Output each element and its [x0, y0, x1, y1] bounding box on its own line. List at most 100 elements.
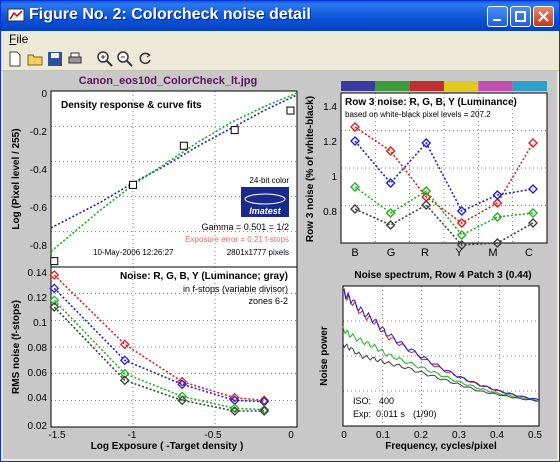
iso-label: ISO:	[353, 396, 371, 406]
pixels-label: 2801x1777 pixels	[227, 248, 289, 257]
iso-value: 400	[379, 396, 394, 406]
row3-data-point	[492, 212, 503, 222]
row3-xtick: Y	[455, 247, 463, 259]
density-ytick: -0.2	[30, 127, 48, 138]
menu-bar: File	[1, 31, 559, 48]
noise-series-line	[53, 274, 265, 402]
spectrum-series-line	[342, 343, 540, 402]
density-ytick: -0.8	[30, 241, 48, 252]
noise-ytick: 0.12	[28, 293, 48, 304]
close-icon	[538, 11, 549, 22]
window-title: Figure No. 2: Colorcheck noise detail	[29, 6, 311, 23]
spectrum-xtick: 0.1	[376, 430, 390, 441]
noise-xtick: -1.5	[48, 430, 66, 441]
bitdepth-label: 24-bit color	[249, 176, 289, 185]
noise-data-point	[229, 392, 240, 403]
row3-data-point	[528, 208, 538, 218]
row3-ytick: 1.4	[323, 102, 337, 113]
zoom-in-icon[interactable]	[96, 50, 114, 68]
maximize-button[interactable]	[510, 6, 531, 27]
minimize-button[interactable]	[487, 6, 508, 27]
density-data-point	[286, 106, 295, 115]
density-data-point	[179, 141, 188, 150]
print-icon[interactable]	[66, 50, 84, 68]
row3-data-point	[350, 136, 360, 146]
exp-fraction: (1/90)	[413, 409, 437, 419]
spectrum-xlabel: Frequency, cycles/pixel	[385, 441, 497, 452]
row3-ytick: 1	[331, 172, 337, 183]
row3-data-point	[528, 138, 538, 148]
file-title: Canon_eos10d_ColorCheck_lt.jpg	[79, 75, 258, 87]
title-bar[interactable]: Figure No. 2: Colorcheck noise detail	[1, 1, 559, 31]
row3-data-point	[421, 138, 432, 148]
row3-ytick: 1.2	[323, 137, 337, 148]
spectrum-ylabel: Noise power	[319, 326, 330, 386]
exp-value: 0.011 s	[376, 409, 405, 419]
noise-data-point	[259, 406, 270, 416]
exp-label: Exp:	[353, 409, 371, 419]
row3-data-point	[456, 240, 467, 250]
color-swatch	[444, 81, 479, 91]
row3-xtick: R	[421, 247, 429, 259]
row3-xtick: G	[387, 247, 396, 259]
noise-data-point	[119, 355, 130, 366]
imatest-logo: Imatest	[241, 187, 289, 217]
color-swatch	[512, 81, 547, 91]
row3-subtitle: based on white-black pixel levels = 207.…	[345, 110, 491, 119]
noise-subtitle1: in f-stops (variable divisor)	[183, 284, 288, 294]
noise-data-point	[49, 270, 60, 280]
density-ytick: -0.6	[30, 203, 48, 214]
close-button[interactable]	[533, 6, 554, 27]
noise-ytick: 0.02	[28, 421, 48, 432]
density-chart: Density response & curve fits Log (Pixel…	[11, 89, 298, 268]
color-swatch	[375, 81, 410, 91]
row3-data-point	[492, 198, 503, 208]
noise-data-point	[229, 403, 240, 414]
spectrum-xtick: 0	[341, 430, 347, 441]
menu-file[interactable]: File	[9, 32, 29, 46]
noise-xtick: -1	[128, 430, 137, 441]
spectrum-chart: Noise spectrum, Row 4 Patch 3 (0.44) Noi…	[319, 270, 542, 452]
noise-ytick: 0.14	[28, 268, 48, 279]
density-ytick: -0.4	[30, 165, 48, 176]
row3-data-point	[385, 208, 396, 218]
row3-data-point	[528, 218, 538, 228]
save-icon[interactable]	[46, 50, 64, 68]
row3-xtick: B	[351, 247, 358, 259]
color-swatch	[409, 81, 444, 91]
spectrum-series-line	[342, 288, 540, 401]
noise-data-point	[119, 368, 130, 379]
toolbar	[1, 48, 559, 71]
color-swatch	[341, 81, 376, 91]
noise-data-point	[229, 406, 240, 416]
row3-ylabel: Row 3 noise (% of white-black)	[305, 96, 316, 242]
density-ylabel: Log (Pixel level / 255)	[11, 128, 22, 229]
exposure-error-label: Exposure error = 0.21 f-stops	[185, 235, 289, 244]
row3-data-point	[456, 206, 467, 216]
open-folder-icon[interactable]	[26, 50, 44, 68]
logo-text: Imatest	[249, 206, 282, 216]
row3-series-line	[354, 203, 534, 246]
noise-data-point	[177, 376, 188, 387]
zoom-out-icon[interactable]	[116, 50, 134, 68]
spectrum-series-line	[342, 326, 540, 402]
row3-data-point	[456, 218, 467, 228]
noise-data-point	[119, 339, 130, 350]
noise-data-point	[259, 395, 270, 406]
row3-data-point	[528, 184, 538, 194]
spectrum-xtick: 0.2	[414, 430, 428, 441]
date-label: 10-May-2006 12:26:27	[93, 248, 174, 257]
noise-data-point	[49, 295, 60, 306]
row3-data-point	[350, 122, 360, 132]
new-file-icon[interactable]	[6, 50, 24, 68]
rotate-icon[interactable]	[136, 50, 154, 68]
noise-data-point	[177, 391, 188, 402]
spectrum-xtick: 0.4	[490, 430, 504, 441]
row3-chart: Row 3 noise: R, G, B, Y (Luminance) base…	[305, 81, 548, 259]
noise-ytick: 0.08	[28, 343, 48, 354]
row3-series-line	[354, 186, 534, 237]
row3-series-line	[354, 126, 534, 224]
noise-ytick: 0.04	[28, 393, 48, 404]
noise-data-point	[119, 375, 130, 386]
row3-data-point	[385, 146, 396, 156]
